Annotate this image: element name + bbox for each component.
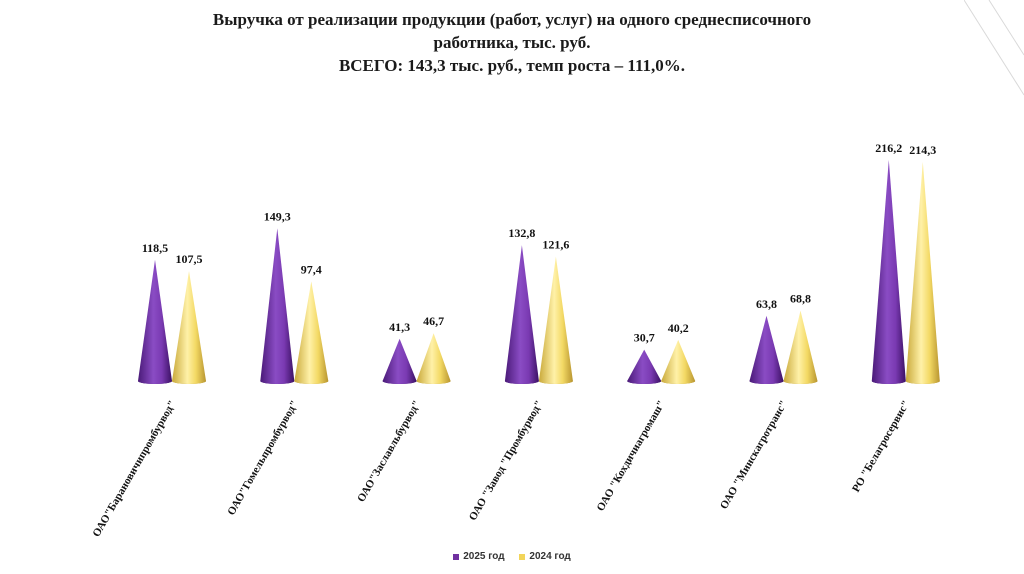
chart-title: Выручка от реализации продукции (работ, … [0, 8, 1024, 77]
value-label-2024-6: 214,3 [909, 143, 936, 157]
cone-2024-5 [783, 310, 818, 384]
category-label-3: ОАО "Завод "Промбурвод" [467, 399, 546, 523]
cone-2025-1 [260, 228, 295, 384]
value-label-2025-2: 41,3 [389, 320, 410, 334]
title-line-2: работника, тыс. руб. [433, 33, 591, 52]
cone-2024-4 [661, 339, 696, 384]
legend-item-2024: 2024 год [519, 551, 571, 562]
cone-2025-4 [627, 349, 662, 384]
cone-2025-6 [871, 159, 906, 384]
legend-label-2025: 2025 год [463, 551, 505, 562]
cone-2024-6 [905, 161, 940, 384]
decorative-corner-lines [964, 0, 1024, 96]
value-label-2025-5: 63,8 [756, 297, 777, 311]
legend-label-2024: 2024 год [529, 551, 571, 562]
cone-2024-0 [172, 271, 206, 384]
category-label-6: РО "Белагросервис" [850, 399, 912, 495]
value-label-2025-4: 30,7 [634, 331, 655, 345]
chart-marks: 118,5 107,5 ОАО"Барановичипромбурвод" 149,3… [90, 141, 940, 540]
category-label-2: ОАО"Заславльбурвод" [355, 398, 423, 504]
value-label-2025-6: 216,2 [875, 141, 902, 155]
cone-2025-2 [382, 338, 417, 384]
category-label-0: ОАО"Барановичипромбурвод" [90, 399, 178, 540]
value-label-2024-3: 121,6 [542, 238, 569, 252]
title-line-1: Выручка от реализации продукции (работ, … [212, 10, 812, 29]
value-label-2024-2: 46,7 [423, 314, 444, 328]
category-label-1: ОАО"Гомельпромбурвод" [225, 399, 301, 518]
cone-2025-5 [749, 315, 784, 384]
legend-item-2025: 2025 год [453, 551, 505, 562]
legend-swatch-2025 [453, 553, 460, 560]
cone-2024-3 [538, 256, 573, 384]
value-label-2024-0: 107,5 [176, 252, 203, 266]
value-label-2024-1: 97,4 [301, 262, 322, 276]
chart-legend: 2025 год 2024 год [0, 551, 1024, 563]
cone-2025-3 [504, 245, 539, 384]
cone-2024-2 [416, 333, 451, 384]
value-label-2025-3: 132,8 [508, 226, 535, 240]
title-line-3: ВСЕГО: 143,3 тыс. руб., темп роста – 111… [338, 56, 686, 75]
value-label-2024-5: 68,8 [790, 292, 811, 306]
value-label-2025-0: 118,5 [142, 241, 168, 255]
category-label-4: ОАО "Кохдичиагромаш" [595, 399, 668, 514]
value-label-2025-1: 149,3 [264, 209, 291, 223]
value-label-2024-4: 40,2 [668, 321, 689, 335]
legend-swatch-2024 [519, 553, 526, 560]
category-label-5: ОАО "Минскагротранс" [718, 399, 790, 512]
cone-2024-1 [294, 281, 329, 384]
cone-2025-0 [138, 259, 172, 384]
